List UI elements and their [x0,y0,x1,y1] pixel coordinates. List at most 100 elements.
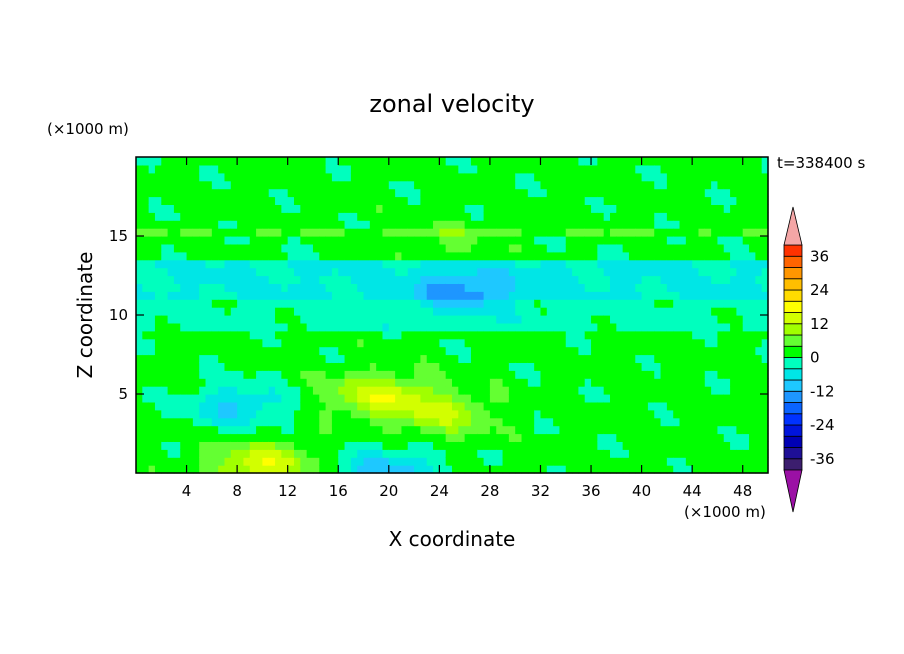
heatmap-cell [395,164,403,174]
heatmap-cell [470,291,478,300]
heatmap-cell [761,259,769,269]
heatmap-cell [395,307,403,316]
heatmap-cell [723,259,731,269]
heatmap-cell [294,370,301,379]
heatmap-cell [218,259,226,269]
heatmap-cell [268,449,276,458]
heatmap-cell [192,196,200,205]
heatmap-cell [325,236,333,245]
heatmap-cell [319,433,327,442]
heatmap-cell [692,346,700,356]
heatmap-cell [312,386,320,395]
heatmap-cell [496,417,504,427]
heatmap-cell [730,157,737,166]
heatmap-cell [508,251,516,261]
heatmap-cell [749,346,756,356]
heatmap-cell [325,157,333,166]
heatmap-cell [673,212,681,221]
heatmap-cell [224,370,232,379]
heatmap-cell [312,283,320,292]
heatmap-cell [306,394,314,403]
heatmap-cell [679,228,687,237]
heatmap-cell [186,386,194,395]
heatmap-cell [489,212,497,221]
heatmap-cell [281,228,289,237]
heatmap-cell [300,441,308,450]
heatmap-cell [281,188,289,198]
heatmap-cell [218,243,226,253]
heatmap-cell [426,220,434,229]
heatmap-cell [673,378,681,387]
heatmap-cell [717,157,725,166]
heatmap-cell [515,267,523,277]
heatmap-cell [489,243,497,253]
heatmap-cell [489,322,497,332]
heatmap-cell [502,172,510,182]
heatmap-cell [559,322,567,332]
heatmap-cell [287,322,295,332]
heatmap-cell [704,275,712,284]
heatmap-cell [439,346,447,356]
heatmap-cell [761,291,769,300]
heatmap-cell [692,180,700,190]
heatmap-cell [736,441,744,450]
heatmap-cell [749,401,756,411]
heatmap-cell [237,330,245,340]
heatmap-cell [445,157,453,166]
heatmap-cell [344,417,352,427]
heatmap-cell [439,330,447,340]
heatmap-cell [249,346,257,356]
heatmap-cell [401,243,409,253]
heatmap-cell [192,291,200,300]
heatmap-cell [496,433,504,442]
heatmap-cell [205,378,213,387]
heatmap-cell [243,196,251,205]
heatmap-cell [136,449,143,458]
heatmap-cell [173,465,181,474]
heatmap-cell [268,164,276,174]
heatmap-cell [256,259,263,269]
heatmap-cell [679,346,687,356]
heatmap-cell [527,212,535,221]
heatmap-cell [647,228,655,237]
heatmap-cell [546,283,554,292]
heatmap-cell [173,188,181,198]
heatmap-cell [534,164,542,174]
heatmap-cell [249,401,257,411]
heatmap-cell [154,386,162,395]
heatmap-cell [439,425,447,435]
heatmap-cell [376,275,384,284]
heatmap-cell [666,417,674,427]
heatmap-cell [230,180,238,190]
heatmap-cell [281,307,289,316]
heatmap-cell [445,228,453,237]
heatmap-cell [508,212,516,221]
heatmap-cell [154,196,162,205]
heatmap-cell [382,457,390,466]
heatmap-cell [717,307,725,316]
heatmap-cell [603,322,611,332]
heatmap-cell [723,243,731,253]
heatmap-cell [319,425,327,435]
heatmap-cell [489,164,497,174]
heatmap-cell [294,425,301,435]
heatmap-cell [180,315,188,324]
heatmap-cell [654,236,662,245]
heatmap-cell [331,283,339,292]
heatmap-cell [363,180,371,190]
heatmap-cell [205,228,213,237]
heatmap-cell [154,354,162,363]
heatmap-cell [167,157,175,166]
heatmap-cell [249,433,257,442]
heatmap-cell [331,346,339,356]
heatmap-cell [224,251,232,261]
heatmap-cell [300,204,308,213]
heatmap-cell [534,409,542,419]
heatmap-cell [312,220,320,229]
heatmap-cell [540,449,548,458]
heatmap-cell [654,394,662,403]
heatmap-cell [452,394,459,403]
heatmap-cell [452,354,459,363]
heatmap-cell [470,401,478,411]
heatmap-cell [249,322,257,332]
